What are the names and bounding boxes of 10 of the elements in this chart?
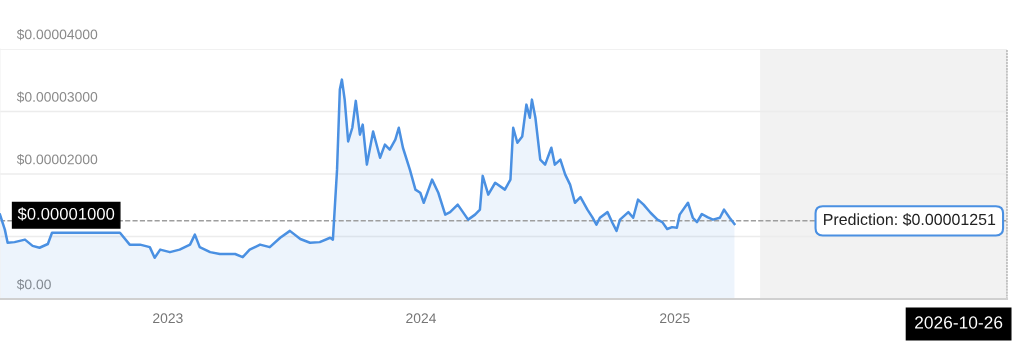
ref-line-label: Prediction: $0.00001251 <box>824 213 996 227</box>
text: 2026-10-26 <box>915 316 1003 329</box>
x-tick-label: 2025 <box>660 313 690 324</box>
annotation: $0.00001000 <box>17 207 115 221</box>
x-tick-label: 2024 <box>406 313 437 324</box>
x-tick-label: 2023 <box>153 313 183 324</box>
y-tick-label: $0.00004000 <box>16 28 98 41</box>
y-tick-label: $0.00002000 <box>16 153 98 166</box>
y-tick-label: $0.00 <box>16 278 51 291</box>
y-tick-label: $0.00003000 <box>16 91 98 103</box>
